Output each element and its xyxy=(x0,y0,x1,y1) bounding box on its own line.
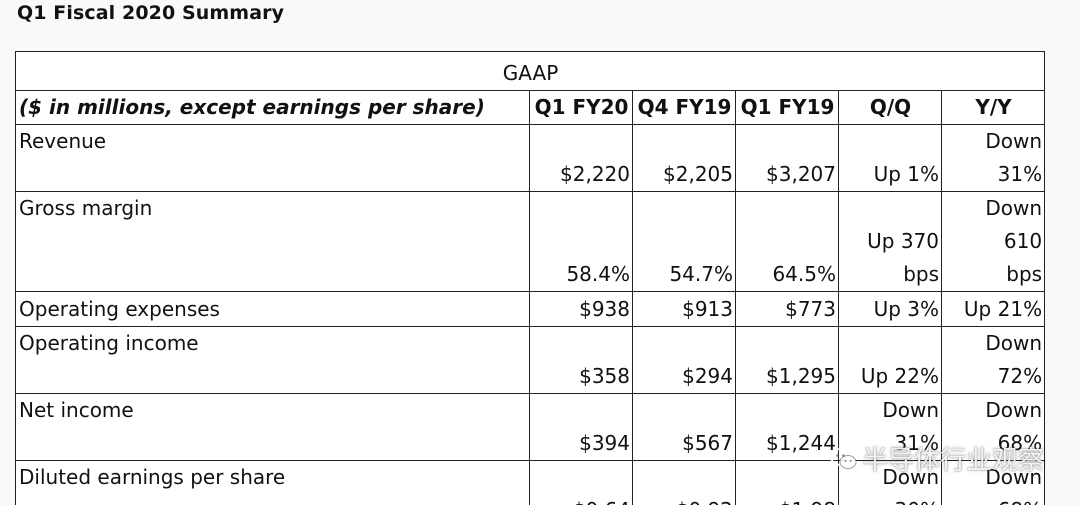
table-cell: Up 1% xyxy=(838,124,942,192)
table-cell: $0.92 xyxy=(632,460,736,505)
table-cell: $358 xyxy=(529,326,633,394)
table-cell: $913 xyxy=(632,291,736,327)
table-cell: $2,205 xyxy=(632,124,736,192)
table-cell: $938 xyxy=(529,291,633,327)
document-title: Q1 Fiscal 2020 Summary xyxy=(17,2,285,24)
column-header-q4-fy19: Q4 FY19 xyxy=(632,90,736,125)
table-cell: Down 610 bps xyxy=(940,191,1046,292)
table-cell: 54.7% xyxy=(632,191,736,292)
row-label: Operating income xyxy=(15,326,530,394)
table-cell: $567 xyxy=(632,393,736,461)
section-header-row: GAAP xyxy=(14,51,1046,91)
table-cell: $1,295 xyxy=(735,326,839,394)
summary-table-container: GAAP ($ in millions, except earnings per… xyxy=(14,51,1046,505)
table-cell: Up 370 bps xyxy=(838,191,942,292)
gaap-summary-table: GAAP ($ in millions, except earnings per… xyxy=(14,51,1046,505)
table-cell: $1,244 xyxy=(735,393,839,461)
table-cell: Down 72% xyxy=(940,326,1046,394)
column-header-q1-fy19: Q1 FY19 xyxy=(735,90,839,125)
column-header-row: ($ in millions, except earnings per shar… xyxy=(15,90,1046,125)
table-cell: 58.4% xyxy=(529,191,633,292)
table-cell: Down 68% xyxy=(940,460,1046,505)
watermark-text: 半导体行业观察 xyxy=(862,446,1045,476)
table-cell: $0.64 xyxy=(529,460,633,505)
table-row-diluted-eps: Diluted earnings per share $0.64 $0.92 $… xyxy=(15,460,1046,505)
table-row-gross-margin: Gross margin 58.4% 54.7% 64.5% Up 370 bp… xyxy=(15,191,1046,292)
table-cell: Up 3% xyxy=(838,291,942,327)
watermark: 半导体行业观察 xyxy=(830,440,1044,477)
row-label: Gross margin xyxy=(15,191,530,292)
column-header-label: ($ in millions, except earnings per shar… xyxy=(15,90,530,125)
table-cell: $2,220 xyxy=(529,124,633,192)
table-row-operating-expenses: Operating expenses $938 $913 $773 Up 3% … xyxy=(15,291,1046,327)
row-label: Diluted earnings per share xyxy=(15,460,530,505)
table-cell: $3,207 xyxy=(735,124,839,192)
table-cell: $1.98 xyxy=(735,460,839,505)
table-cell: Down 31% xyxy=(940,124,1046,192)
table-cell: $394 xyxy=(529,393,633,461)
row-label: Net income xyxy=(15,393,530,461)
table-cell: Up 22% xyxy=(838,326,942,394)
row-label: Revenue xyxy=(15,124,530,192)
table-cell: Down 68% xyxy=(940,393,1046,461)
wechat-icon xyxy=(830,447,857,469)
table-row-operating-income: Operating income $358 $294 $1,295 Up 22%… xyxy=(15,326,1046,394)
table-cell: Up 21% xyxy=(940,291,1046,327)
table-cell: $773 xyxy=(735,291,839,327)
table-cell: 64.5% xyxy=(735,191,839,292)
column-header-q1-fy20: Q1 FY20 xyxy=(529,90,633,125)
section-header-gaap: GAAP xyxy=(14,51,1046,91)
column-header-yy: Y/Y xyxy=(940,90,1046,125)
table-row-revenue: Revenue $2,220 $2,205 $3,207 Up 1% Down … xyxy=(15,124,1046,192)
row-label: Operating expenses xyxy=(15,291,530,327)
column-header-qq: Q/Q xyxy=(838,90,942,125)
table-cell: $294 xyxy=(632,326,736,394)
table-cell: Down 30% xyxy=(838,460,942,505)
